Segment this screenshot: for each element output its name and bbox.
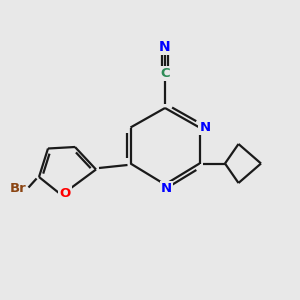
Text: N: N	[159, 40, 171, 53]
Text: N: N	[199, 121, 211, 134]
Text: O: O	[59, 187, 71, 200]
Text: N: N	[161, 182, 172, 196]
Text: C: C	[160, 67, 170, 80]
Text: Br: Br	[10, 182, 26, 196]
